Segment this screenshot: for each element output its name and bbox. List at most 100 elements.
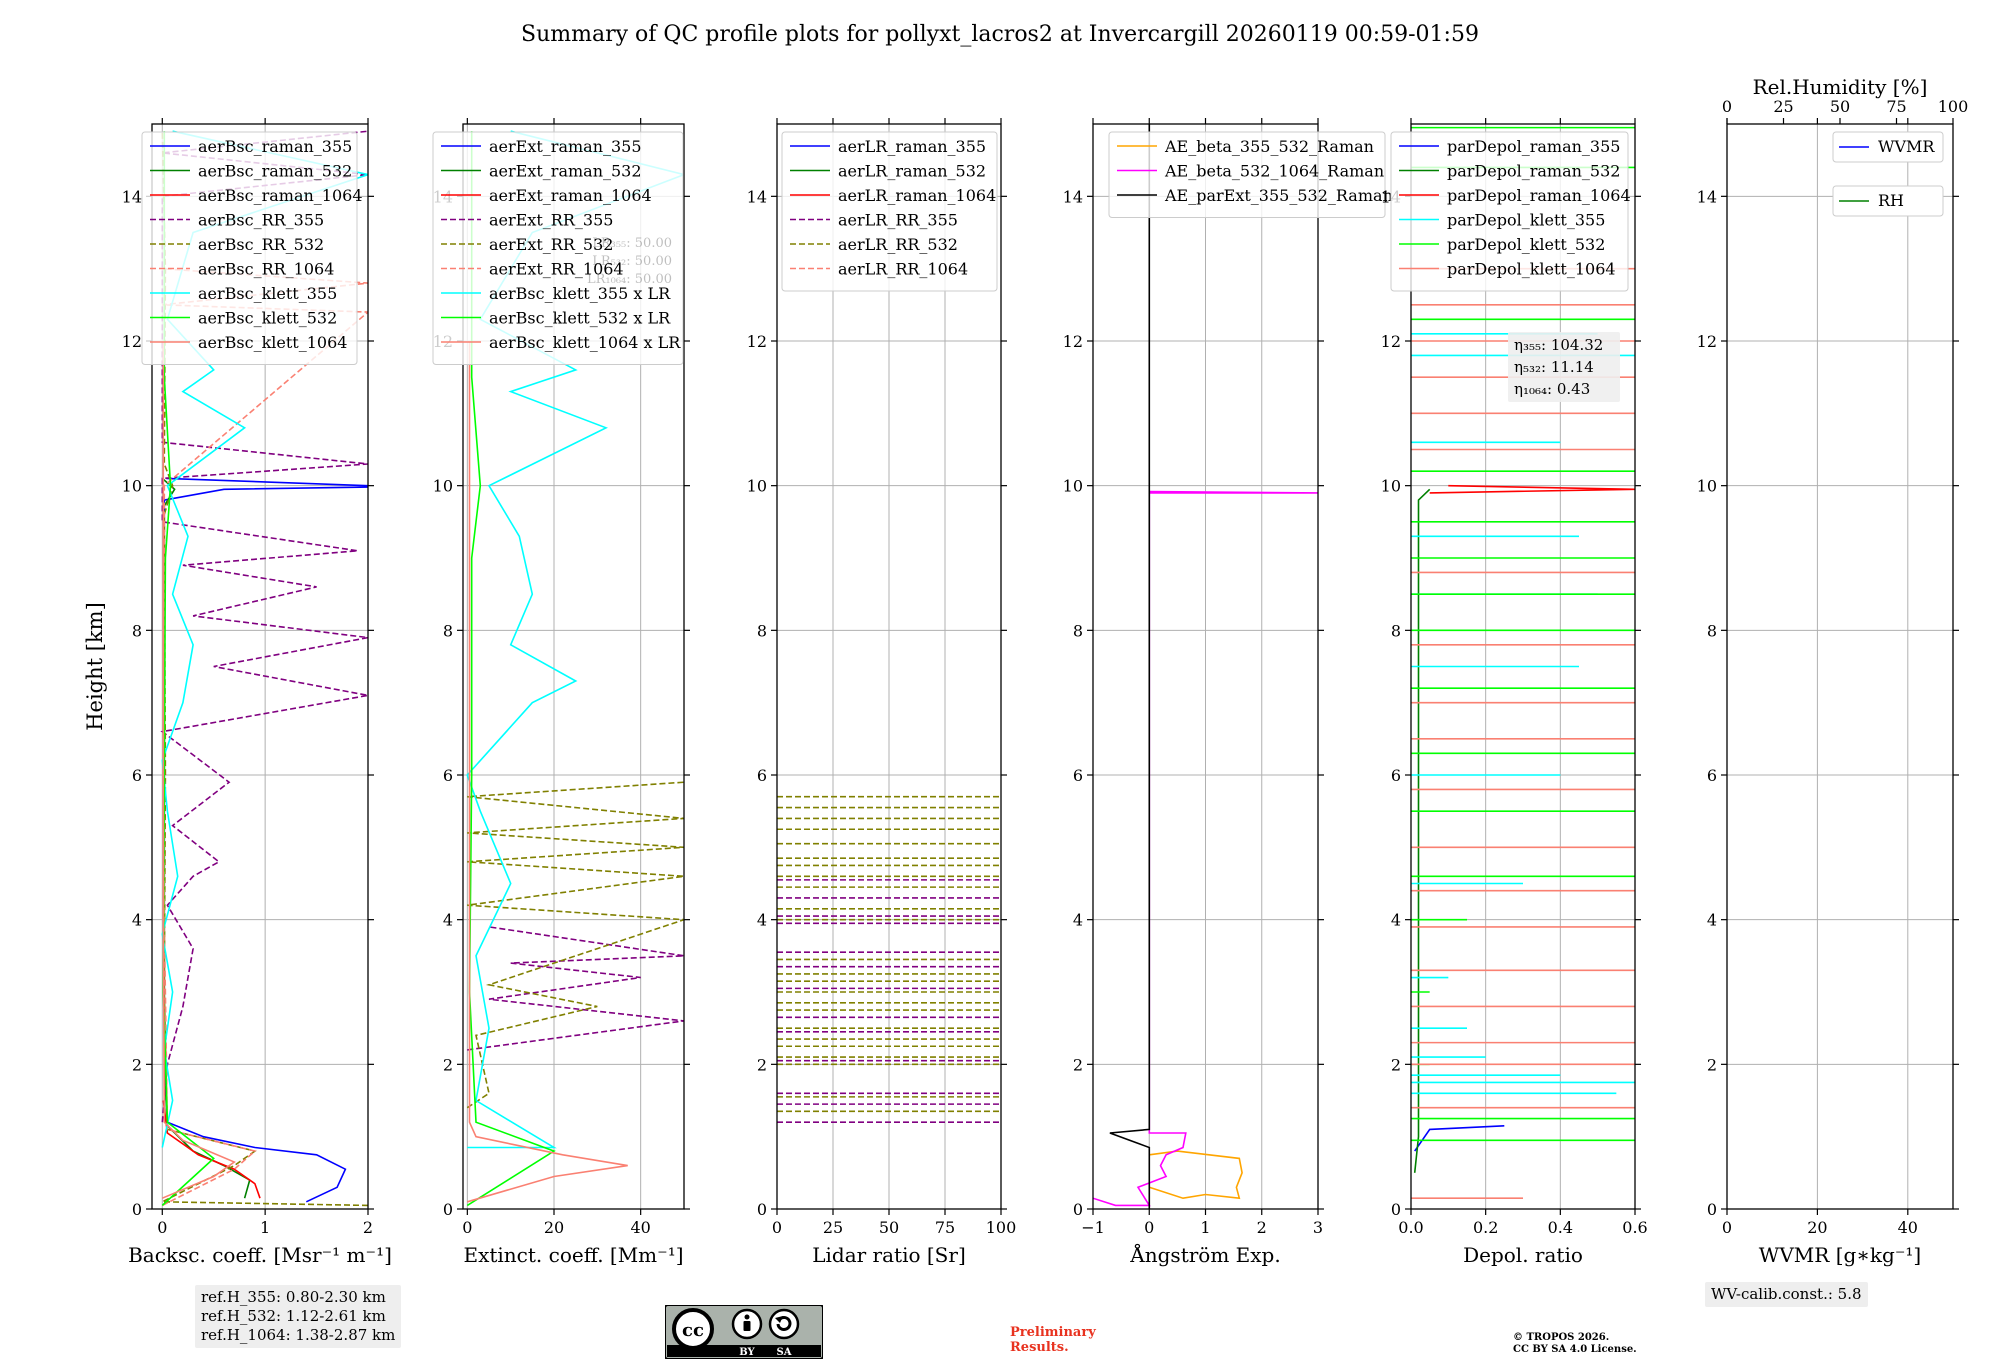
x-tick-label: 40	[1898, 1218, 1918, 1237]
y-tick-label: 14	[122, 187, 142, 206]
ref-height-532: ref.H_532: 1.12-2.61 km	[201, 1307, 386, 1325]
panel-depol: 0.00.20.40.602468101214Depol. ratioparDe…	[1381, 118, 1648, 1267]
y-tick-label: 2	[1073, 1055, 1083, 1074]
share-alike-icon	[768, 1308, 800, 1340]
y-tick-label: 12	[122, 332, 142, 351]
y-tick-label: 12	[1697, 332, 1717, 351]
grid	[1726, 124, 1953, 1210]
legend-label: AE_beta_355_532_Raman	[1164, 137, 1374, 156]
y-tick-label: 2	[443, 1055, 453, 1074]
x-axis-label: Backsc. coeff. [Msr⁻¹ m⁻¹]	[128, 1243, 392, 1267]
legend-label: aerBsc_RR_532	[198, 235, 324, 254]
top-x-tick-label: 25	[1773, 97, 1793, 116]
y-tick-label: 4	[1707, 911, 1717, 930]
panel-wv: 0 20 40 0 2 4 6 8 10 12 14 WVMR [g∗kg⁻¹] 0 25 50 75 100 R…	[1697, 75, 1969, 1267]
y-tick-label: 12	[1381, 332, 1401, 351]
legend-label: parDepol_klett_1064	[1447, 260, 1616, 279]
grid	[1092, 124, 1319, 1210]
lidar-ratio-label: LR₅₃₂: 50.00	[592, 254, 672, 269]
legend-label: aerExt_raman_532	[489, 162, 642, 181]
eta-label: η₃₅₅: 104.32	[1514, 336, 1603, 354]
x-tick-label: 1	[1200, 1218, 1210, 1237]
x-axis-label: Extinct. coeff. [Mm⁻¹]	[463, 1243, 683, 1267]
legend-label: WVMR	[1878, 137, 1935, 156]
legend-depol: parDepol_raman_355 parDepol_raman_532 parD…	[1390, 131, 1631, 292]
copyright-line-1: © TROPOS 2026.	[1513, 1332, 1610, 1343]
x-tick-label: 50	[879, 1218, 899, 1237]
legend-label: aerExt_RR_1064	[489, 260, 624, 279]
legend-frame	[141, 131, 358, 365]
x-axis-label: WVMR [g∗kg⁻¹]	[1759, 1243, 1921, 1267]
y-tick-label: 8	[1391, 621, 1401, 640]
legend-frame	[432, 131, 684, 365]
x-tick-label: 2	[363, 1218, 373, 1237]
series-AE_parExt_355_532_Raman	[1109, 124, 1151, 1209]
legend-label: aerBsc_klett_355 x LR	[489, 284, 671, 303]
legend-label: aerBsc_klett_532 x LR	[489, 309, 671, 328]
y-tick-label: 4	[1391, 911, 1401, 930]
legend-frame	[781, 131, 998, 292]
y-tick-label: 4	[757, 911, 767, 930]
cc-license-badge: cc BY SA	[664, 1304, 824, 1360]
svg-text:SA: SA	[777, 1347, 792, 1358]
legend-item: RH	[1832, 185, 1944, 217]
lidar-ratio-label: LR₁₀₆₄: 50.00	[587, 272, 672, 287]
x-tick-label: 75	[935, 1218, 955, 1237]
series-AE_beta_355_532_Raman	[1149, 1150, 1243, 1200]
x-tick-label: 0.4	[1548, 1218, 1573, 1237]
legend-frame	[1108, 131, 1386, 218]
legend-label: aerExt_RR_355	[489, 211, 613, 230]
y-tick-label: 14	[1697, 187, 1717, 206]
y-tick-label: 0	[1391, 1200, 1401, 1219]
preliminary-line-2: Results.	[1010, 1340, 1069, 1355]
preliminary-line-1: Preliminary	[1010, 1325, 1096, 1340]
y-tick-label: 14	[747, 187, 767, 206]
top-x-tick-label: 100	[1938, 97, 1969, 116]
axes-frame	[462, 123, 685, 1210]
x-axis-label: Lidar ratio [Sr]	[812, 1243, 966, 1267]
x-tick-label: 3	[1313, 1218, 1323, 1237]
legend-label: aerLR_RR_532	[838, 235, 958, 254]
legend-label: aerBsc_klett_1064	[198, 333, 347, 352]
y-tick-label: 0	[1073, 1200, 1083, 1219]
axes-frame	[1410, 123, 1636, 1210]
y-axis-label: Height [km]	[83, 602, 107, 731]
x-tick-label: 25	[823, 1218, 843, 1237]
y-tick-label: 10	[747, 477, 767, 496]
y-tick-label: 6	[757, 766, 767, 785]
legend-label: AE_parExt_355_532_Raman	[1164, 186, 1393, 205]
series-parDepol_raman_532	[1413, 488, 1431, 1173]
x-tick-label: 0	[1722, 1218, 1732, 1237]
series-group	[777, 795, 1001, 1123]
ref-height-355: ref.H_355: 0.80-2.30 km	[201, 1288, 386, 1306]
series-aerBsc_RR_355	[160, 130, 368, 1123]
y-tick-label: 8	[757, 621, 767, 640]
x-tick-label: 0	[772, 1218, 782, 1237]
legend-label: aerBsc_raman_1064	[198, 186, 363, 205]
y-tick-label: 6	[443, 766, 453, 785]
series-aerBsc_RR_532	[161, 131, 368, 1207]
legend-frame	[1390, 131, 1629, 292]
wv-calibration-box: WV-calib.const.: 5.8	[1705, 1282, 1868, 1307]
eta-label: η₁₀₆₄: 0.43	[1514, 380, 1590, 398]
series-aerExt_RR_355	[467, 926, 684, 1051]
y-tick-label: 2	[1391, 1055, 1401, 1074]
panel-ext: 0204002468101214Extinct. coeff. [Mm⁻¹]ae…	[432, 118, 690, 1267]
legend-label: parDepol_klett_355	[1447, 211, 1605, 230]
axes-frame	[1726, 123, 1954, 1210]
legend-label: aerBsc_klett_1064 x LR	[489, 333, 681, 352]
y-tick-label: 2	[132, 1055, 142, 1074]
x-tick-label: 0.2	[1473, 1218, 1498, 1237]
y-tick-label: 10	[1697, 477, 1717, 496]
x-tick-label: 20	[544, 1218, 564, 1237]
y-tick-label: 2	[1707, 1055, 1717, 1074]
series-group	[160, 130, 368, 1207]
x-tick-label: 2	[1257, 1218, 1267, 1237]
legend-label: AE_beta_532_1064_Raman	[1164, 162, 1384, 181]
y-tick-label: 4	[132, 911, 142, 930]
lidar-ratio-annotation: LR₃₅₅: 50.00 LR₅₃₂: 50.00 LR₁₀₆₄: 50.00	[587, 236, 672, 287]
eta-label: η₅₃₂: 11.14	[1514, 358, 1594, 376]
legend-label: parDepol_raman_1064	[1447, 186, 1631, 205]
